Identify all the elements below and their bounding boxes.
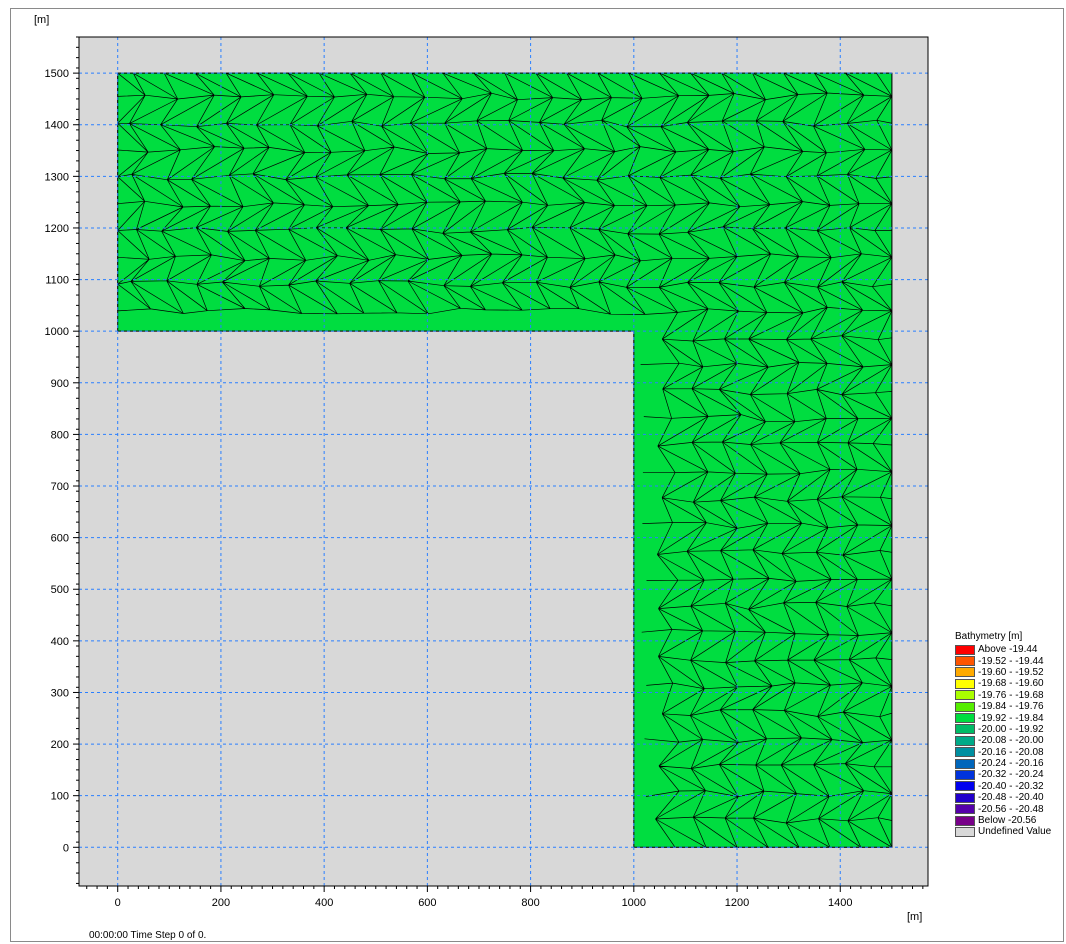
x-tick-label: 1000 [622, 897, 646, 909]
legend-label: -19.76 - -19.68 [978, 689, 1044, 701]
legend-swatch [955, 815, 975, 826]
legend-label: Below -20.56 [978, 815, 1037, 827]
legend-swatch [955, 701, 975, 712]
legend-swatch [955, 826, 975, 837]
legend-label: -19.68 - -19.60 [978, 678, 1044, 690]
legend-entry: -20.08 - -20.00 [955, 735, 1065, 746]
legend-entry: Undefined Value [955, 826, 1065, 837]
legend-entry: -19.52 - -19.44 [955, 655, 1065, 667]
y-tick-label: 1200 [45, 223, 69, 235]
legend-swatch [955, 678, 975, 689]
x-tick-label: 800 [521, 897, 539, 909]
y-tick-label: 400 [51, 636, 69, 648]
legend-label: -20.40 - -20.32 [978, 780, 1044, 792]
y-tick-label: 1100 [45, 275, 69, 287]
legend: Bathymetry [m] Above -19.44 -19.52 - -19.… [955, 631, 1065, 838]
legend-label: -19.92 - -19.84 [978, 712, 1044, 724]
y-tick-label: 200 [51, 739, 69, 751]
legend-entry: Above -19.44 [955, 644, 1065, 655]
x-tick-label: 200 [212, 897, 230, 909]
legend-label: -20.48 - -20.40 [978, 792, 1044, 804]
legend-entry: -20.16 - -20.08 [955, 747, 1065, 758]
legend-entry: -20.24 - -20.16 [955, 758, 1065, 769]
legend-label: -19.60 - -19.52 [978, 666, 1044, 678]
axis-ticks [73, 36, 924, 892]
legend-entry: -19.84 - -19.76 [955, 701, 1065, 712]
time-step-status: 00:00:00 Time Step 0 of 0. [89, 930, 207, 941]
legend-swatch [955, 690, 975, 701]
legend-swatch [955, 724, 975, 735]
y-tick-label: 600 [51, 533, 69, 545]
axis-tick-labels: 0 200 400 600 800 1000 1200 1400 0 100 200 300 400 50… [45, 68, 853, 909]
y-tick-label: 300 [51, 687, 69, 699]
legend-swatch [955, 713, 975, 724]
legend-label: -20.16 - -20.08 [978, 746, 1044, 758]
legend-label: Undefined Value [978, 826, 1052, 838]
legend-swatch [955, 769, 975, 780]
x-tick-label: 1400 [828, 897, 852, 909]
y-tick-label: 1400 [45, 120, 69, 132]
legend-label: -20.08 - -20.00 [978, 735, 1044, 747]
legend-swatch [955, 781, 975, 792]
mesh-layer [117, 72, 893, 848]
legend-entry: -20.48 - -20.40 [955, 792, 1065, 803]
x-tick-label: 0 [115, 897, 121, 909]
y-tick-label: 1500 [45, 68, 69, 80]
legend-entry: -19.76 - -19.68 [955, 690, 1065, 701]
legend-entry: -19.92 - -19.84 [955, 712, 1065, 724]
legend-label: -19.84 - -19.76 [978, 701, 1044, 713]
x-tick-label: 600 [418, 897, 436, 909]
x-tick-label: 1200 [725, 897, 749, 909]
legend-swatch [955, 656, 975, 667]
y-tick-label: 500 [51, 584, 69, 596]
x-tick-label: 400 [315, 897, 333, 909]
y-tick-label: 0 [63, 842, 69, 854]
legend-entry: -19.60 - -19.52 [955, 667, 1065, 678]
legend-swatch [955, 792, 975, 803]
plot-area-border [78, 36, 929, 887]
legend-swatch [955, 758, 975, 769]
legend-label: -20.00 - -19.92 [978, 723, 1044, 735]
legend-entry: -20.32 - -20.24 [955, 769, 1065, 780]
y-tick-label: 100 [51, 791, 69, 803]
y-tick-label: 1300 [45, 171, 69, 183]
legend-title: Bathymetry [m] [955, 631, 1023, 642]
legend-entry: -20.00 - -19.92 [955, 724, 1065, 735]
legend-swatch [955, 804, 975, 815]
legend-entry: -19.68 - -19.60 [955, 678, 1065, 689]
x-unit-label: [m] [907, 911, 922, 923]
legend-label: Above -19.44 [978, 644, 1038, 656]
y-tick-label: 900 [51, 378, 69, 390]
y-tick-label: 800 [51, 429, 69, 441]
legend-entry: -20.56 - -20.48 [955, 803, 1065, 815]
legend-entry: Below -20.56 [955, 815, 1065, 826]
legend-label: -20.24 - -20.16 [978, 758, 1044, 770]
y-tick-label: 700 [51, 481, 69, 493]
legend-label: -20.56 - -20.48 [978, 803, 1044, 815]
legend-label: -19.52 - -19.44 [978, 655, 1044, 667]
legend-label: -20.32 - -20.24 [978, 769, 1044, 781]
legend-swatch [955, 667, 975, 678]
legend-entry: -20.40 - -20.32 [955, 781, 1065, 792]
triangular-mesh-edges [117, 72, 893, 848]
y-unit-label: [m] [34, 14, 49, 26]
legend-swatch [955, 735, 975, 746]
legend-swatch [955, 747, 975, 758]
legend-swatch [955, 644, 975, 655]
y-tick-label: 1000 [45, 326, 69, 338]
